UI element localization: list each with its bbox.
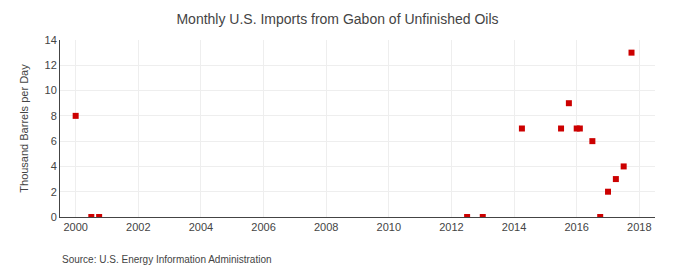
svg-text:12: 12 (45, 59, 57, 71)
svg-text:2018: 2018 (627, 221, 651, 233)
svg-text:2010: 2010 (377, 221, 401, 233)
svg-text:14: 14 (45, 34, 57, 46)
svg-text:Source: U.S. Energy Informatio: Source: U.S. Energy Information Administ… (62, 254, 272, 265)
svg-text:2014: 2014 (502, 221, 526, 233)
svg-text:2012: 2012 (439, 221, 463, 233)
svg-text:2: 2 (51, 186, 57, 198)
svg-text:2016: 2016 (564, 221, 588, 233)
svg-text:4: 4 (51, 160, 57, 172)
svg-text:6: 6 (51, 135, 57, 147)
svg-text:Thousand Barrels per Day: Thousand Barrels per Day (18, 64, 30, 193)
svg-text:2004: 2004 (189, 221, 213, 233)
svg-text:2006: 2006 (251, 221, 275, 233)
svg-text:Monthly U.S. Imports from Gabo: Monthly U.S. Imports from Gabon of Unfin… (176, 11, 498, 27)
svg-text:10: 10 (45, 84, 57, 96)
svg-text:8: 8 (51, 110, 57, 122)
svg-text:2002: 2002 (126, 221, 150, 233)
svg-text:2000: 2000 (63, 221, 87, 233)
svg-text:0: 0 (51, 211, 57, 223)
svg-text:2008: 2008 (314, 221, 338, 233)
